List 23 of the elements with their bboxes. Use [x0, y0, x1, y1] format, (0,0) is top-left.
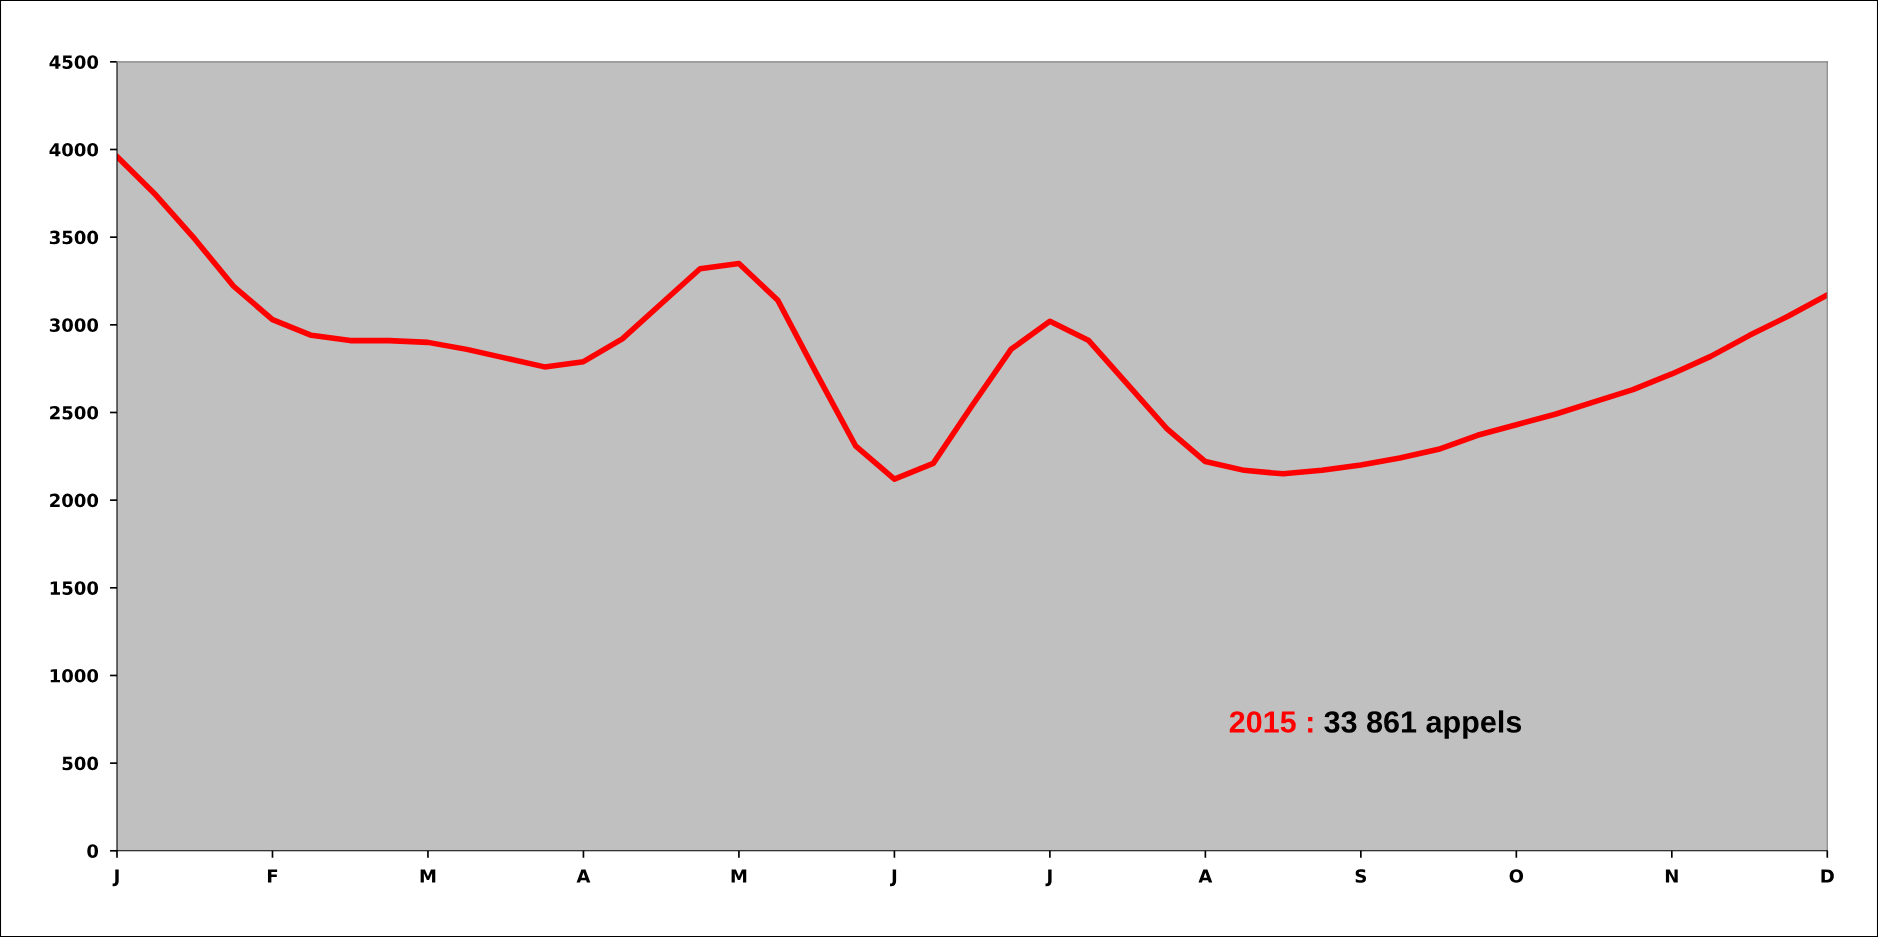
x-tick-label: A: [576, 869, 591, 883]
x-tick-label: F: [267, 869, 278, 883]
x-tick-label: D: [1821, 869, 1834, 883]
annotation: 2015 : 33 861 appels: [1229, 710, 1522, 739]
x-tick-label: M: [731, 869, 747, 883]
x-tick-label: M: [420, 869, 436, 883]
y-tick-label: 2000: [50, 493, 99, 508]
y-tick-label: 0: [87, 844, 99, 858]
y-tick-label: 4500: [49, 55, 99, 69]
x-tick-label: N: [1665, 869, 1678, 883]
y-tick-label: 3500: [49, 230, 99, 245]
y-tick-label: 500: [62, 756, 99, 771]
x-tick-label: J: [112, 869, 119, 887]
x-tick-label: S: [1355, 869, 1367, 883]
x-tick-label: J: [1045, 869, 1052, 887]
x-tick-label: J: [890, 869, 897, 887]
y-tick-label: 2500: [50, 405, 99, 420]
y-tick-label: 1000: [50, 668, 99, 683]
y-tick-label: 3000: [49, 318, 99, 332]
x-tick-label: O: [1509, 869, 1524, 883]
y-tick-label: 1500: [50, 581, 99, 595]
y-tick-label: 4000: [49, 142, 99, 157]
x-tick-label: A: [1198, 869, 1213, 883]
